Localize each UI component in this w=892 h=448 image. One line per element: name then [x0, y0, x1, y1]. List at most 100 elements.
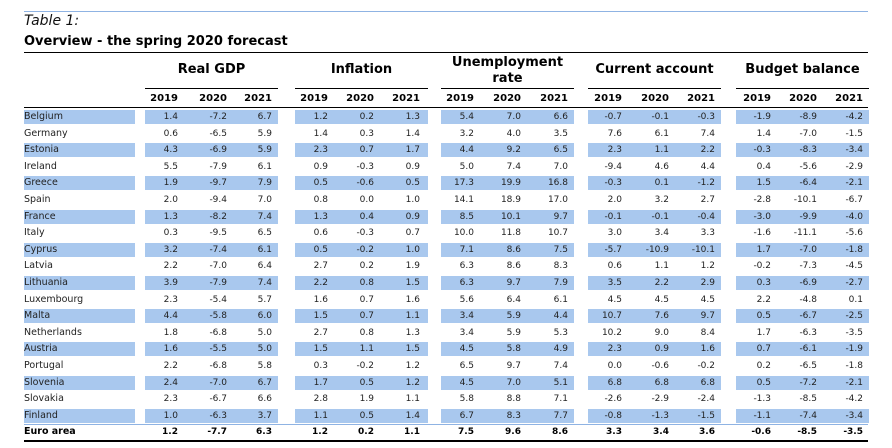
- value-cell: 6.7: [459, 410, 474, 421]
- value-cell: 1.2: [405, 377, 420, 388]
- row-shade: [24, 375, 135, 390]
- value-cell: -9.4: [604, 161, 622, 172]
- value-cell: -1.9: [845, 344, 863, 355]
- value-cell: 9.0: [654, 327, 669, 338]
- value-cell: -4.2: [845, 112, 863, 122]
- title-rule: [24, 52, 868, 53]
- value-cell: 0.5: [313, 178, 328, 189]
- value-cell: -0.8: [604, 410, 622, 421]
- value-cell: -2.5: [845, 311, 863, 322]
- value-cell: 3.4: [653, 427, 669, 438]
- value-cell: 2.0: [607, 195, 622, 205]
- value-cell: 5.9: [257, 128, 272, 139]
- value-cell: 8.6: [506, 244, 521, 255]
- row-shade: [24, 176, 135, 191]
- value-cell: 0.4: [756, 161, 771, 172]
- value-cell: 7.4: [700, 128, 715, 139]
- row-shade: [588, 342, 721, 357]
- row-shade: [24, 309, 135, 324]
- value-cell: -1.8: [845, 244, 863, 255]
- row-shade: [588, 276, 721, 290]
- value-cell: 1.2: [700, 261, 715, 272]
- value-cell: 7.5: [458, 427, 474, 438]
- value-cell: 1.0: [405, 244, 420, 255]
- value-cell: -5.8: [209, 311, 227, 322]
- value-cell: -7.7: [207, 427, 227, 438]
- value-cell: -11.1: [793, 228, 817, 239]
- value-cell: -6.1: [799, 344, 817, 355]
- value-cell: 1.1: [313, 410, 328, 421]
- row-shade: [441, 176, 574, 191]
- value-cell: 7.1: [459, 244, 474, 255]
- value-cell: 5.9: [257, 145, 272, 156]
- group-header: Unemployment rate: [451, 55, 564, 86]
- row-shade: [736, 309, 869, 324]
- row-shade: [736, 209, 869, 224]
- group-rule: [736, 88, 869, 89]
- value-cell: 2.3: [163, 294, 178, 305]
- value-cell: 5.8: [506, 344, 521, 355]
- row-shade: [736, 276, 869, 290]
- value-cell: -9.4: [209, 195, 227, 205]
- country-name: Latvia: [24, 260, 53, 272]
- header-rule: [24, 107, 868, 108]
- row-shade: [736, 176, 869, 191]
- value-cell: 6.3: [459, 261, 474, 272]
- value-cell: -6.5: [209, 128, 227, 139]
- value-cell: -4.5: [845, 261, 863, 272]
- value-cell: 2.3: [313, 145, 328, 156]
- country-name: Portugal: [24, 360, 64, 371]
- value-cell: -6.7: [845, 195, 863, 205]
- value-cell: 2.9: [700, 278, 715, 288]
- value-cell: 2.7: [700, 195, 715, 205]
- value-cell: 1.9: [405, 261, 420, 272]
- row-shade: [145, 342, 278, 357]
- row-shade: [24, 242, 135, 257]
- value-cell: 0.3: [313, 361, 328, 371]
- row-shade: [588, 375, 721, 390]
- value-cell: -9.7: [209, 178, 227, 189]
- value-cell: -10.1: [691, 244, 715, 255]
- value-cell: -4.8: [799, 294, 817, 305]
- value-cell: -6.7: [799, 311, 817, 322]
- group-rule: [295, 88, 428, 89]
- value-cell: 1.2: [313, 112, 328, 122]
- value-cell: 1.6: [163, 344, 178, 355]
- value-cell: 16.8: [547, 178, 568, 189]
- row-shade: [588, 242, 721, 257]
- year-header: 2020: [199, 93, 227, 104]
- value-cell: -1.5: [845, 128, 863, 139]
- country-name: Finland: [24, 409, 58, 421]
- value-cell: 5.5: [163, 161, 178, 172]
- value-cell: -4.2: [845, 394, 863, 405]
- value-cell: 0.9: [405, 211, 420, 222]
- year-header: 2020: [789, 93, 817, 104]
- value-cell: 4.4: [700, 161, 715, 172]
- country-name: Cyprus: [24, 243, 58, 255]
- value-cell: 8.3: [553, 261, 568, 272]
- value-cell: -6.9: [209, 145, 227, 156]
- row-shade: [736, 342, 869, 357]
- group-header: Budget balance: [745, 62, 860, 77]
- value-cell: 2.7: [313, 327, 328, 338]
- value-cell: 2.2: [756, 294, 771, 305]
- value-cell: 7.5: [553, 244, 568, 255]
- value-cell: 5.7: [257, 294, 272, 305]
- value-cell: 0.9: [654, 344, 669, 355]
- value-cell: 7.0: [506, 377, 521, 388]
- value-cell: 9.7: [553, 211, 568, 222]
- value-cell: -1.3: [753, 394, 771, 405]
- value-cell: 10.1: [500, 211, 521, 222]
- value-cell: -1.1: [753, 410, 771, 421]
- value-cell: -2.6: [604, 394, 622, 405]
- value-cell: 1.4: [405, 128, 420, 139]
- group-header: Current account: [595, 62, 714, 77]
- value-cell: 8.6: [506, 261, 521, 272]
- value-cell: 6.5: [257, 228, 272, 239]
- value-cell: 0.7: [756, 344, 771, 355]
- value-cell: 5.8: [459, 394, 474, 405]
- value-cell: -2.8: [753, 195, 771, 205]
- value-cell: -1.2: [697, 178, 715, 189]
- value-cell: 0.8: [313, 195, 328, 205]
- row-shade: [736, 143, 869, 158]
